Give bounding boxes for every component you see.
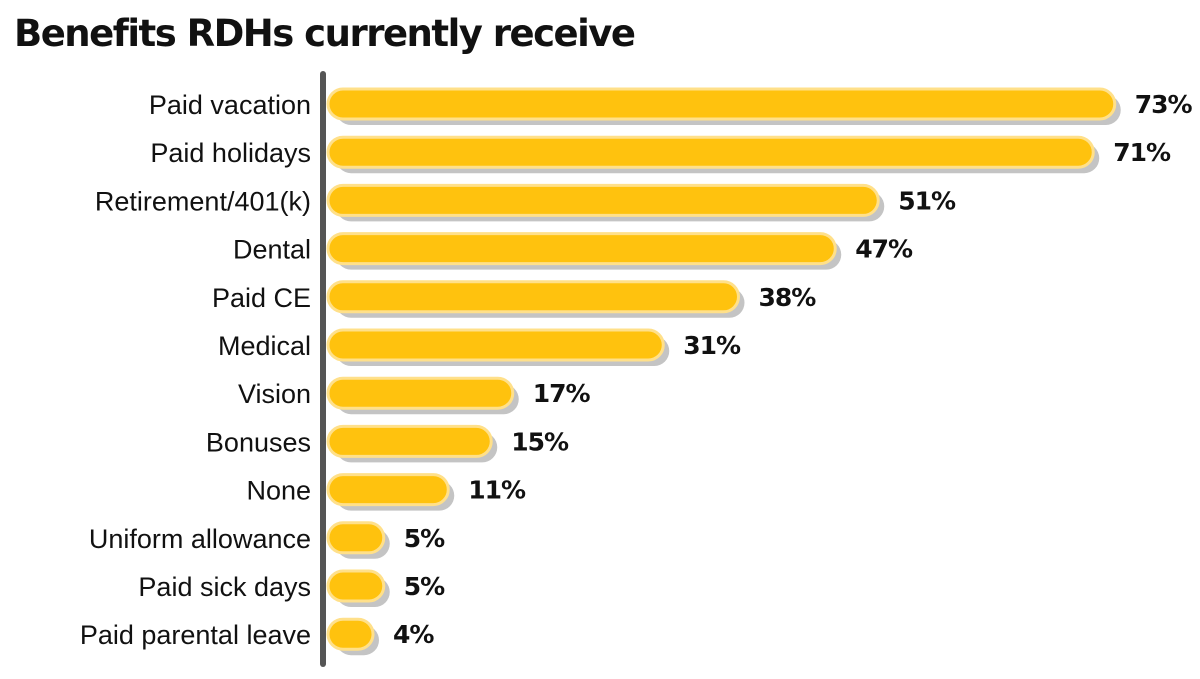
- value-label: 17%: [533, 379, 591, 408]
- bar: [326, 183, 880, 217]
- bar: [326, 376, 515, 410]
- bar: [326, 569, 386, 603]
- bar: [326, 87, 1117, 121]
- category-label: Retirement/401(k): [95, 186, 311, 216]
- value-label: 4%: [393, 620, 434, 649]
- bar: [326, 232, 837, 266]
- value-label: 73%: [1135, 90, 1193, 119]
- bar: [326, 617, 375, 651]
- value-label: 5%: [404, 572, 445, 601]
- category-label: Dental: [233, 235, 311, 265]
- value-label: 11%: [468, 476, 526, 505]
- bar: [326, 328, 665, 362]
- category-label: None: [246, 476, 311, 506]
- bar: [326, 473, 450, 507]
- category-label: Vision: [238, 379, 311, 409]
- value-label: 5%: [404, 524, 445, 553]
- value-label: 47%: [855, 235, 913, 264]
- value-label: 51%: [898, 186, 956, 215]
- category-label: Paid sick days: [138, 572, 311, 602]
- value-label: 71%: [1113, 138, 1171, 167]
- bar: [326, 424, 493, 458]
- value-label: 15%: [511, 427, 569, 456]
- value-label: 31%: [683, 331, 741, 360]
- category-label: Medical: [218, 331, 311, 361]
- bar: [326, 135, 1095, 169]
- category-label: Paid CE: [212, 283, 311, 313]
- category-label: Paid vacation: [149, 90, 311, 120]
- category-label: Bonuses: [206, 427, 311, 457]
- chart-title: Benefits RDHs currently receive: [14, 12, 636, 55]
- value-label: 38%: [759, 283, 817, 312]
- category-label: Paid holidays: [150, 138, 311, 168]
- bar: [326, 521, 386, 555]
- bar: [326, 280, 740, 314]
- category-label: Uniform allowance: [89, 524, 311, 554]
- category-label: Paid parental leave: [80, 620, 311, 650]
